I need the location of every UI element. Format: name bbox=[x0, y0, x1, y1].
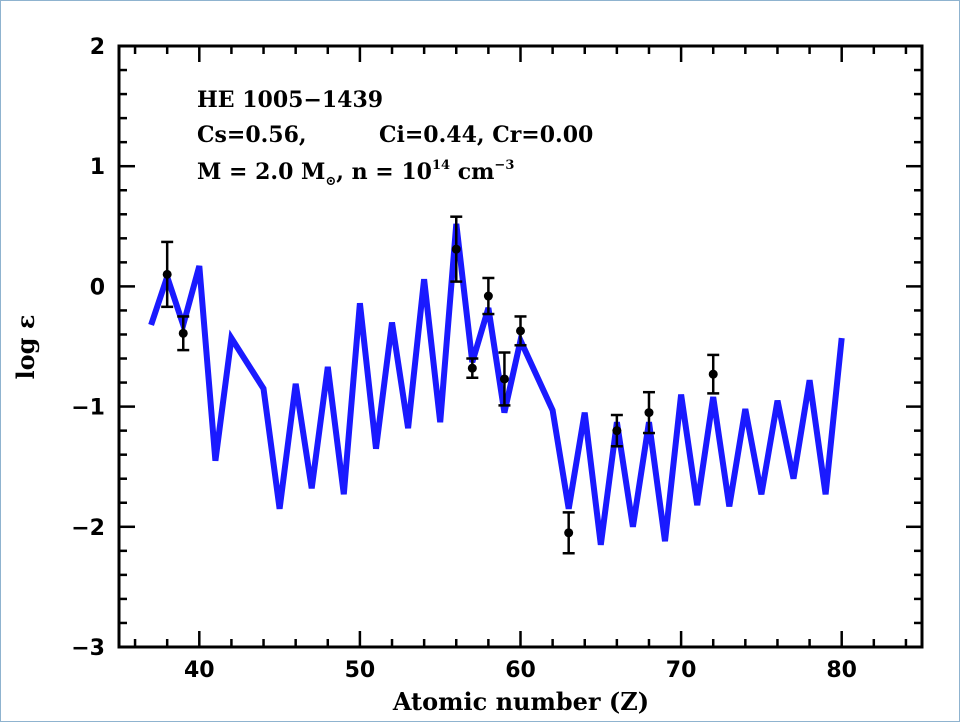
y-tick-label: −1 bbox=[71, 396, 105, 421]
y-axis-title: log ε bbox=[11, 315, 40, 380]
data-point bbox=[178, 328, 188, 338]
x-tick-label: 70 bbox=[666, 658, 697, 683]
annotation-mass-sub: ⊙ bbox=[325, 174, 336, 189]
annotation-density-unit-exp: −3 bbox=[494, 158, 514, 173]
y-tick-labels: −3 −2 −1 0 1 2 bbox=[71, 35, 105, 661]
y-tick-label: 1 bbox=[90, 155, 105, 180]
x-tick-labels: 40 50 60 70 80 bbox=[184, 658, 857, 683]
y-tick-label: −2 bbox=[71, 516, 105, 541]
data-point bbox=[483, 291, 493, 301]
data-point bbox=[516, 326, 525, 336]
data-point bbox=[451, 244, 461, 254]
data-point bbox=[708, 369, 718, 379]
y-tick-label: 0 bbox=[90, 275, 105, 300]
data-point bbox=[612, 426, 622, 436]
data-point bbox=[499, 374, 509, 384]
model-line bbox=[148, 223, 845, 546]
annotation-density-unit: cm bbox=[450, 159, 494, 185]
annotation-mass-density: M = 2.0 M⊙, n = 1014 cm−3 bbox=[197, 158, 514, 189]
annotation-mass: M = 2.0 M bbox=[197, 159, 325, 185]
annotation-cs: Cs=0.56, bbox=[197, 122, 307, 148]
annotation-density-exp: 14 bbox=[432, 158, 450, 173]
annotation-ci-cr: Ci=0.44, Cr=0.00 bbox=[379, 122, 593, 148]
data-point bbox=[162, 269, 172, 279]
annotation-density: , n = 10 bbox=[336, 159, 432, 185]
axis-ticks bbox=[119, 44, 922, 649]
x-tick-label: 50 bbox=[345, 658, 376, 683]
observed-series bbox=[161, 215, 720, 555]
x-axis-title: Atomic number (Z) bbox=[392, 687, 649, 716]
y-tick-label: −3 bbox=[71, 636, 105, 661]
annotation-star-name: HE 1005−1439 bbox=[197, 87, 383, 113]
data-point bbox=[467, 363, 477, 373]
data-point bbox=[644, 408, 654, 418]
x-tick-label: 60 bbox=[505, 658, 536, 683]
x-tick-label: 40 bbox=[184, 658, 215, 683]
model-series bbox=[148, 223, 845, 546]
y-tick-label: 2 bbox=[90, 35, 105, 60]
x-tick-label: 80 bbox=[826, 658, 857, 683]
data-point bbox=[564, 528, 574, 538]
